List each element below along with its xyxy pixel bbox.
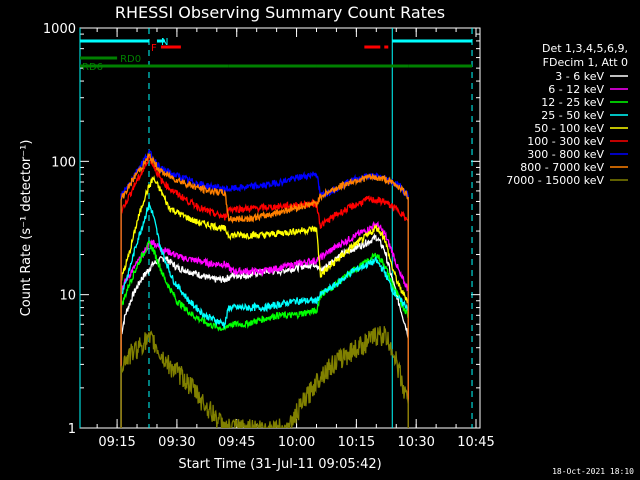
legend-header: FDecim 1, Att 0 [543, 56, 628, 69]
flag-label: N [161, 37, 168, 48]
legend-header: Det 1,3,4,5,6,9, [542, 42, 628, 55]
x-tick-label: 10:15 [338, 435, 375, 450]
flag-label: RD6 [82, 62, 103, 73]
x-tick-label: 09:45 [218, 435, 255, 450]
y-axis-label: Count Rate (s⁻¹ detector⁻¹) [19, 140, 34, 317]
flag-label: RD0 [120, 54, 141, 65]
flag-label: F [151, 43, 157, 54]
series-line-4 [120, 175, 409, 428]
legend-label: 50 - 100 keV [534, 122, 604, 135]
legend-label: 12 - 25 keV [541, 96, 604, 109]
plot-area: 1 10 100 1000 09:15 09:30 09:45 10:00 10:15 10:30… [43, 22, 495, 450]
legend-label: 100 - 300 keV [527, 135, 604, 148]
y-tick-label: 10 [59, 289, 76, 304]
legend: Det 1,3,4,5,6,9,FDecim 1, Att 03 - 6 keV… [506, 42, 628, 187]
legend-label: 25 - 50 keV [541, 109, 604, 122]
x-tick-label: 10:00 [278, 435, 315, 450]
series-line-8 [120, 326, 409, 428]
footer-timestamp: 18-Oct-2021 18:10 [552, 467, 634, 476]
legend-label: 6 - 12 keV [548, 83, 604, 96]
x-tick-label: 09:15 [98, 435, 135, 450]
x-axis-label: Start Time (31-Jul-11 09:05:42) [178, 457, 381, 472]
x-tick-label: 10:45 [457, 435, 494, 450]
series-line-1 [120, 220, 409, 428]
y-tick-label: 100 [51, 155, 76, 170]
x-tick-label: 09:30 [158, 435, 195, 450]
legend-label: 7000 - 15000 keV [506, 174, 604, 187]
x-tick-label: 10:30 [397, 435, 434, 450]
series-line-7 [120, 152, 409, 428]
legend-label: 800 - 7000 keV [520, 161, 604, 174]
legend-label: 3 - 6 keV [555, 70, 604, 83]
y-tick-label: 1000 [43, 22, 76, 37]
y-tick-label: 1 [68, 422, 76, 437]
chart-title: RHESSI Observing Summary Count Rates [115, 3, 445, 22]
legend-label: 300 - 800 keV [527, 148, 604, 161]
series-line-3 [120, 201, 409, 428]
series-line-5 [120, 154, 409, 428]
